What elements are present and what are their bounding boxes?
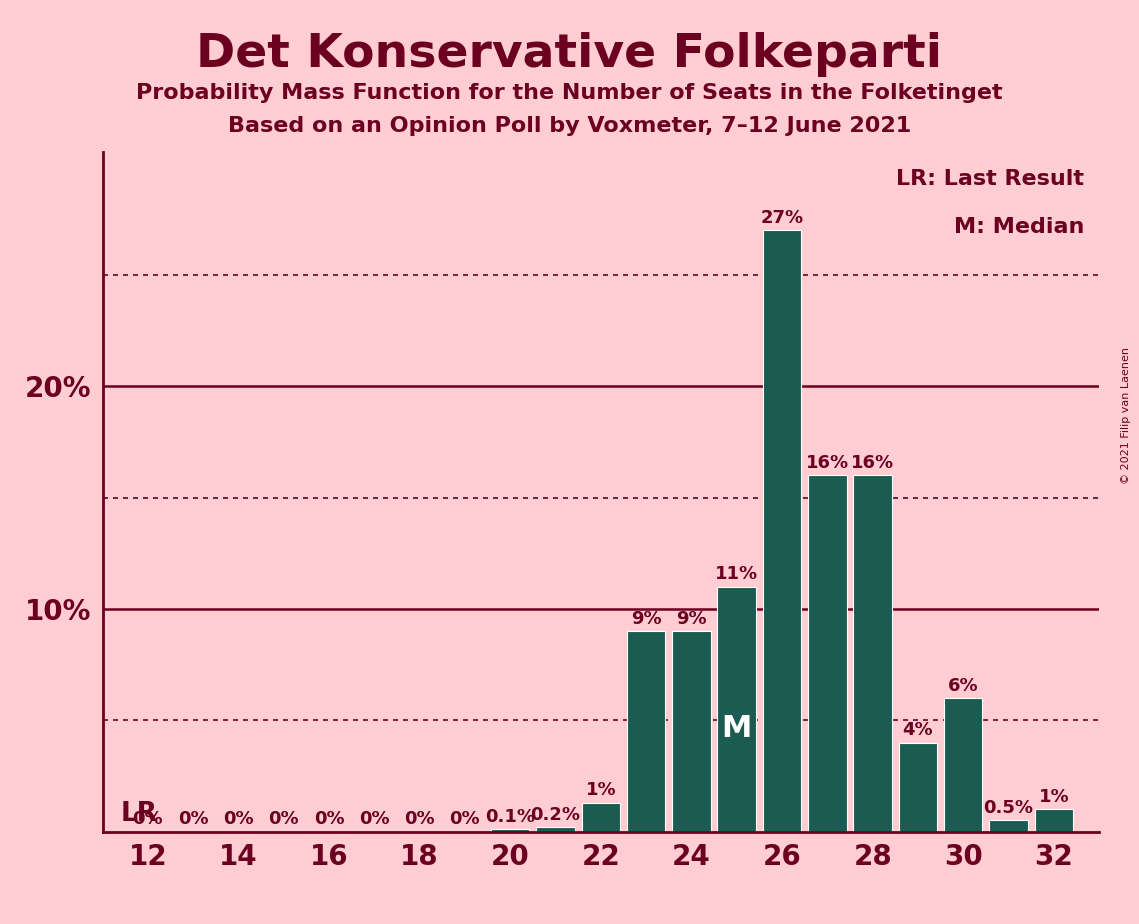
Text: M: Median: M: Median bbox=[953, 217, 1084, 237]
Text: 1%: 1% bbox=[1039, 788, 1070, 806]
Text: 0%: 0% bbox=[404, 810, 435, 828]
Text: M: M bbox=[721, 714, 752, 743]
Text: 0%: 0% bbox=[132, 810, 163, 828]
Bar bbox=[899, 743, 937, 832]
Text: 11%: 11% bbox=[715, 565, 759, 583]
Bar bbox=[944, 698, 983, 832]
Text: Based on an Opinion Poll by Voxmeter, 7–12 June 2021: Based on an Opinion Poll by Voxmeter, 7–… bbox=[228, 116, 911, 136]
Text: 6%: 6% bbox=[948, 676, 978, 695]
Bar bbox=[808, 475, 846, 832]
Bar bbox=[718, 587, 756, 832]
Text: 0%: 0% bbox=[313, 810, 344, 828]
Bar bbox=[491, 830, 530, 832]
Bar bbox=[1034, 809, 1073, 832]
Text: 0.5%: 0.5% bbox=[984, 799, 1033, 817]
Text: 27%: 27% bbox=[761, 209, 804, 227]
Bar bbox=[763, 230, 801, 832]
Text: 0.1%: 0.1% bbox=[485, 808, 535, 826]
Text: 9%: 9% bbox=[677, 610, 706, 628]
Bar bbox=[990, 821, 1027, 832]
Bar bbox=[536, 827, 575, 832]
Text: LR: LR bbox=[121, 801, 157, 827]
Bar bbox=[853, 475, 892, 832]
Text: 16%: 16% bbox=[851, 454, 894, 472]
Text: 4%: 4% bbox=[902, 722, 933, 739]
Bar bbox=[672, 631, 711, 832]
Text: 0%: 0% bbox=[223, 810, 254, 828]
Text: 1%: 1% bbox=[585, 782, 616, 799]
Bar bbox=[626, 631, 665, 832]
Text: 0%: 0% bbox=[359, 810, 390, 828]
Text: LR: Last Result: LR: Last Result bbox=[896, 169, 1084, 189]
Text: 0.2%: 0.2% bbox=[531, 806, 581, 824]
Text: Probability Mass Function for the Number of Seats in the Folketinget: Probability Mass Function for the Number… bbox=[137, 83, 1002, 103]
Text: 9%: 9% bbox=[631, 610, 662, 628]
Text: Det Konservative Folkeparti: Det Konservative Folkeparti bbox=[197, 32, 942, 78]
Text: 0%: 0% bbox=[450, 810, 481, 828]
Bar bbox=[582, 803, 620, 832]
Text: 0%: 0% bbox=[269, 810, 300, 828]
Text: © 2021 Filip van Laenen: © 2021 Filip van Laenen bbox=[1121, 347, 1131, 484]
Text: 0%: 0% bbox=[178, 810, 208, 828]
Text: 16%: 16% bbox=[805, 454, 849, 472]
